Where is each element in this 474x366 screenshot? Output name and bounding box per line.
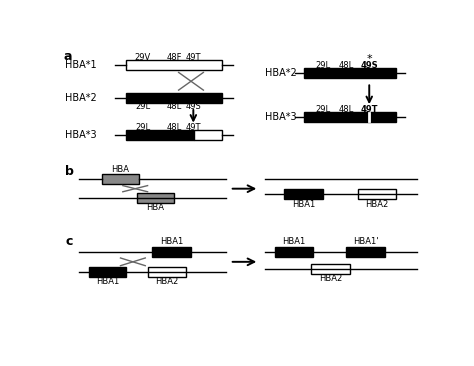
- Bar: [126, 130, 194, 140]
- Text: a: a: [63, 50, 72, 63]
- Text: HBA2: HBA2: [319, 274, 342, 283]
- Bar: [275, 247, 313, 257]
- Bar: [152, 247, 191, 257]
- Text: HBA1: HBA1: [283, 237, 306, 246]
- Text: HBA2: HBA2: [365, 199, 389, 209]
- Text: 48L: 48L: [166, 123, 182, 132]
- Text: HBA1: HBA1: [160, 237, 183, 246]
- Text: 48L: 48L: [338, 105, 354, 114]
- Text: HBA*1: HBA*1: [65, 60, 97, 71]
- Text: HBA*2: HBA*2: [65, 93, 97, 103]
- Bar: [357, 189, 396, 199]
- Text: 48L: 48L: [166, 102, 182, 111]
- Text: 29L: 29L: [136, 123, 151, 132]
- Bar: [304, 68, 396, 78]
- Bar: [126, 60, 222, 71]
- Text: HBA1: HBA1: [96, 277, 119, 286]
- Text: HBA2: HBA2: [155, 277, 179, 286]
- Text: HBA1: HBA1: [292, 199, 315, 209]
- Text: 49T: 49T: [361, 105, 378, 114]
- Text: 29L: 29L: [315, 105, 330, 114]
- Text: 49S: 49S: [360, 61, 378, 70]
- Text: 49S: 49S: [185, 102, 201, 111]
- Text: 29V: 29V: [135, 53, 151, 62]
- Text: 48F: 48F: [166, 53, 182, 62]
- Text: HBA1': HBA1': [353, 237, 378, 246]
- Bar: [148, 267, 186, 277]
- Text: HBA*3: HBA*3: [264, 112, 296, 122]
- Text: HBA*2: HBA*2: [264, 68, 296, 78]
- Text: 29L: 29L: [136, 102, 151, 111]
- Bar: [137, 193, 174, 203]
- Text: 49T: 49T: [186, 123, 201, 132]
- Text: 48L: 48L: [338, 61, 354, 70]
- Text: 49T: 49T: [186, 53, 201, 62]
- Text: HBA: HBA: [146, 203, 164, 212]
- Text: HBA: HBA: [111, 165, 129, 174]
- Bar: [304, 112, 396, 122]
- Text: HBA*3: HBA*3: [65, 130, 97, 140]
- Bar: [102, 175, 139, 184]
- Bar: [284, 189, 323, 199]
- Text: b: b: [65, 165, 74, 178]
- Bar: [194, 130, 222, 140]
- Bar: [126, 93, 222, 103]
- Text: 29L: 29L: [315, 61, 330, 70]
- Bar: [346, 247, 385, 257]
- Bar: [311, 264, 350, 274]
- Text: *: *: [366, 54, 372, 64]
- Bar: [89, 267, 126, 277]
- Text: c: c: [65, 235, 73, 248]
